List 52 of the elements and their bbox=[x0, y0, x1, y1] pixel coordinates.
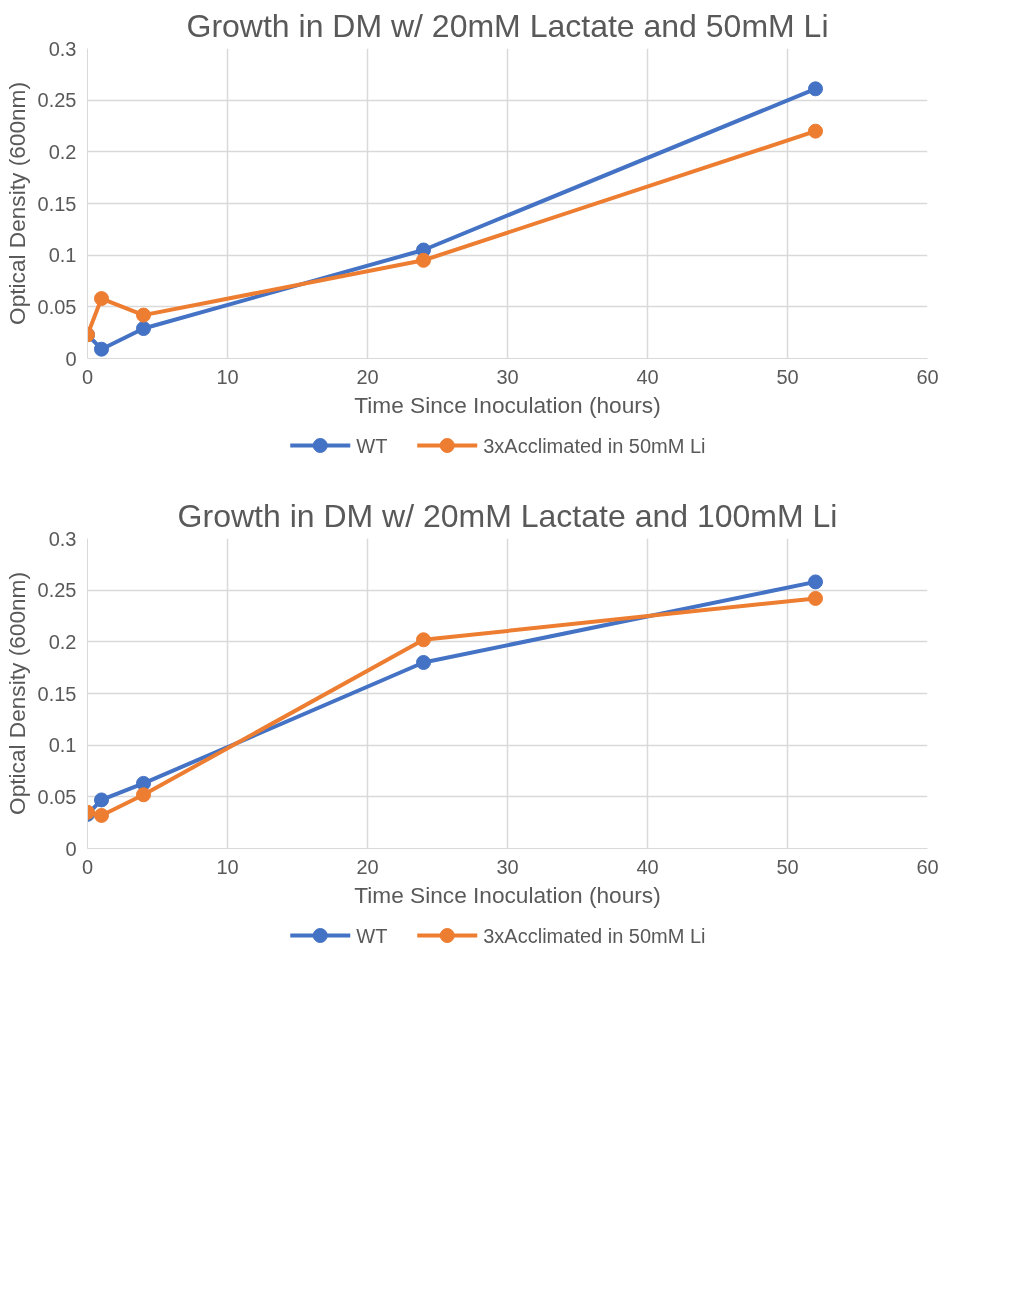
y-tick-label: 0.15 bbox=[37, 682, 77, 705]
x-axis-title: Time Since Inoculation (hours) bbox=[354, 391, 661, 418]
point bbox=[808, 574, 823, 590]
x-tick-label: 10 bbox=[216, 365, 239, 388]
x-tick-label: 40 bbox=[636, 855, 659, 878]
y-tick-label: 0.15 bbox=[37, 192, 77, 215]
point bbox=[94, 341, 109, 357]
y-tick-label: 0.2 bbox=[48, 140, 77, 163]
legend-label: WT bbox=[356, 924, 388, 947]
x-axis-title: Time Since Inoculation (hours) bbox=[354, 881, 661, 908]
x-tick-label: 40 bbox=[636, 365, 659, 388]
x-tick-label: 0 bbox=[81, 855, 94, 878]
point bbox=[136, 321, 151, 337]
point bbox=[94, 807, 109, 823]
x-tick-label: 50 bbox=[776, 365, 799, 388]
y-tick-label: 0.05 bbox=[37, 295, 77, 318]
y-tick-label: 0 bbox=[65, 347, 77, 370]
legend-label: 3xAcclimated in 50mM Li bbox=[483, 924, 706, 947]
point bbox=[808, 81, 823, 97]
point bbox=[808, 590, 823, 606]
y-tick-label: 0 bbox=[65, 837, 77, 860]
x-tick-label: 50 bbox=[776, 855, 799, 878]
x-tick-label: 60 bbox=[916, 365, 939, 388]
x-tick-label: 30 bbox=[496, 365, 519, 388]
point bbox=[808, 123, 823, 139]
point bbox=[136, 787, 151, 803]
point bbox=[416, 252, 431, 268]
y-tick-label: 0.25 bbox=[37, 89, 77, 112]
legend-label: WT bbox=[356, 434, 388, 457]
y-tick-label: 0.3 bbox=[48, 527, 77, 550]
y-tick-label: 0.25 bbox=[37, 579, 77, 602]
y-axis-title: Optical Density (600nm) bbox=[3, 571, 30, 816]
x-tick-label: 20 bbox=[356, 365, 379, 388]
point bbox=[136, 307, 151, 323]
point bbox=[94, 291, 109, 307]
chart-title: Growth in DM w/ 20mM Lactate and 50mM Li bbox=[186, 7, 829, 44]
point bbox=[94, 792, 109, 808]
x-tick-label: 60 bbox=[916, 855, 939, 878]
point bbox=[416, 655, 431, 670]
y-axis-title: Optical Density (600nm) bbox=[3, 81, 30, 326]
legend-label: 3xAcclimated in 50mM Li bbox=[483, 434, 706, 457]
y-tick-label: 0.3 bbox=[48, 37, 77, 60]
y-tick-label: 0.1 bbox=[48, 734, 77, 757]
chart-title: Growth in DM w/ 20mM Lactate and 100mM Li bbox=[177, 497, 838, 534]
point bbox=[416, 632, 431, 648]
y-tick-label: 0.2 bbox=[48, 630, 77, 653]
x-tick-label: 10 bbox=[216, 855, 239, 878]
y-tick-label: 0.1 bbox=[48, 244, 77, 267]
x-tick-label: 30 bbox=[496, 855, 519, 878]
y-tick-label: 0.05 bbox=[37, 785, 77, 808]
x-tick-label: 20 bbox=[356, 855, 379, 878]
x-tick-label: 0 bbox=[81, 365, 94, 388]
